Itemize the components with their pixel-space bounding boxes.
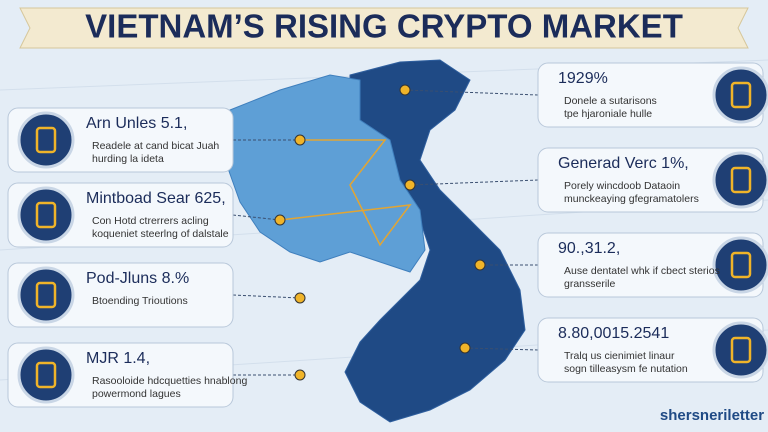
icon-glyph (35, 126, 57, 154)
callout-icon (17, 111, 75, 169)
callout-text: Ause dentatel whk if cbect sterios (564, 265, 720, 277)
callout-headline: Mintboad Sear 625, (86, 190, 226, 207)
connector (232, 294, 301, 299)
callout-icon (17, 266, 75, 324)
callout-headline: 1929% (558, 70, 608, 87)
callout-text: Tralq us cienimiet linaur (564, 350, 675, 362)
callout-icon (712, 66, 768, 124)
callout-headline: Generad Verc 1%, (558, 155, 689, 172)
callout-text: Con Hotd ctrerrers acling (92, 215, 209, 227)
map-marker (294, 292, 306, 304)
icon-glyph (35, 281, 57, 309)
callout-headline: Arn Unles 5.1, (86, 115, 187, 132)
callout-text: Porely wincdoob Dataoin (564, 180, 680, 192)
map-marker (399, 84, 411, 96)
callout-text: gransserile (564, 278, 616, 290)
map-north (224, 74, 426, 273)
icon-glyph (730, 81, 752, 109)
callout-icon (712, 151, 768, 209)
callout-headline: MJR 1.4, (86, 350, 150, 367)
callout-icon (712, 321, 768, 379)
callout-headline: 90.,31.2, (558, 240, 620, 257)
icon-glyph (730, 166, 752, 194)
map-marker (274, 214, 286, 226)
map-marker (294, 134, 306, 146)
callout-icon (17, 346, 75, 404)
callout-text: Rasooloide hdcquetties hnablong (92, 375, 247, 387)
map-route (279, 139, 412, 247)
callout-text: sogn tilleasysm fe nutation (564, 363, 688, 375)
connector (464, 347, 539, 351)
icon-glyph (730, 251, 752, 279)
callout-text: munckeaying gfegramatolers (564, 193, 699, 205)
brand: shersneriletter (660, 407, 764, 424)
callout-text: Btoending Trioutions (92, 295, 188, 307)
connector (404, 89, 539, 96)
callout-text: powermond lagues (92, 388, 181, 400)
callouts: Arn Unles 5.1, Readele at cand bicat Juah… (7, 62, 768, 408)
icon-glyph (35, 201, 57, 229)
map-marker (294, 369, 306, 381)
title-banner (19, 7, 749, 49)
callout-headline: Pod-Jluns 8.% (86, 270, 189, 287)
title: VIETNAM’S RISING CRYPTO MARKET (85, 8, 683, 45)
callout-text: Donele a sutarisons (564, 95, 657, 107)
connector (409, 179, 539, 186)
callout-headline: 8.80,0015.2541 (558, 325, 669, 342)
callout-text: koqueniet steerlng of dalstale (92, 228, 229, 240)
callout-text: tpe hjaroniale hulle (564, 108, 652, 120)
map-marker (404, 179, 416, 191)
connector (232, 214, 281, 221)
callout-icon (712, 236, 768, 294)
callout-icon (17, 186, 75, 244)
map-marker (459, 342, 471, 354)
callout-text: Readele at cand bicat Juah (92, 140, 219, 152)
icon-glyph (730, 336, 752, 364)
callout-text: hurding la ideta (92, 153, 164, 165)
map-marker (474, 259, 486, 271)
icon-glyph (35, 361, 57, 389)
